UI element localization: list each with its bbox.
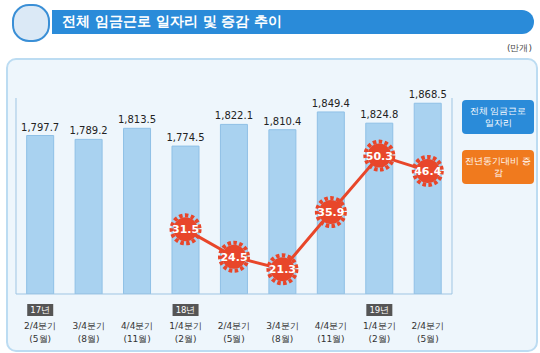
svg-text:31.5: 31.5: [172, 223, 199, 236]
html-text:전체 임금근로 일자리: 전체 임금근로 일자리: [469, 106, 527, 128]
svg-text:1/4분기: 1/4분기: [169, 321, 201, 331]
html-text:전년동기대비 증감: 전년동기대비 증감: [465, 156, 531, 178]
svg-text:1,822.1: 1,822.1: [215, 110, 253, 121]
svg-text:1,813.5: 1,813.5: [118, 114, 156, 125]
svg-text:4/4분기: 4/4분기: [315, 321, 347, 331]
svg-text:1,789.2: 1,789.2: [70, 125, 108, 136]
svg-text:1,868.5: 1,868.5: [409, 89, 447, 100]
svg-text:2/4분기: 2/4분기: [218, 321, 250, 331]
svg-text:(2월): (2월): [175, 334, 197, 344]
html-text:전체 임금근로 일자리 및 증감 추이: 전체 임금근로 일자리 및 증감 추이: [62, 13, 283, 29]
svg-text:(11월): (11월): [317, 334, 344, 344]
svg-text:17년: 17년: [30, 305, 50, 315]
svg-text:4/4분기: 4/4분기: [121, 321, 153, 331]
svg-text:50.3: 50.3: [366, 150, 393, 163]
svg-text:1,849.4: 1,849.4: [312, 98, 350, 109]
svg-text:3/4분기: 3/4분기: [266, 321, 298, 331]
svg-text:35.9: 35.9: [317, 206, 344, 219]
svg-text:24.5: 24.5: [220, 251, 247, 264]
svg-text:(5월): (5월): [29, 334, 51, 344]
svg-text:(5월): (5월): [223, 334, 245, 344]
svg-text:(8월): (8월): [272, 334, 294, 344]
svg-text:19년: 19년: [369, 305, 389, 315]
svg-text:1/4분기: 1/4분기: [363, 321, 395, 331]
svg-text:(5월): (5월): [417, 334, 439, 344]
svg-text:2/4분기: 2/4분기: [24, 321, 56, 331]
html-text:(만개): (만개): [507, 43, 532, 53]
svg-text:18년: 18년: [176, 305, 196, 315]
svg-text:1,797.7: 1,797.7: [21, 122, 59, 133]
svg-text:1,824.8: 1,824.8: [360, 109, 398, 120]
svg-text:1,774.5: 1,774.5: [166, 132, 204, 143]
svg-text:(8월): (8월): [78, 334, 100, 344]
svg-text:21.3: 21.3: [269, 263, 296, 276]
svg-text:2/4분기: 2/4분기: [412, 321, 444, 331]
svg-text:1,810.4: 1,810.4: [263, 116, 301, 127]
svg-text:46.4: 46.4: [414, 165, 441, 178]
svg-text:(2월): (2월): [368, 334, 390, 344]
svg-text:(11월): (11월): [123, 334, 150, 344]
svg-text:3/4분기: 3/4분기: [72, 321, 104, 331]
